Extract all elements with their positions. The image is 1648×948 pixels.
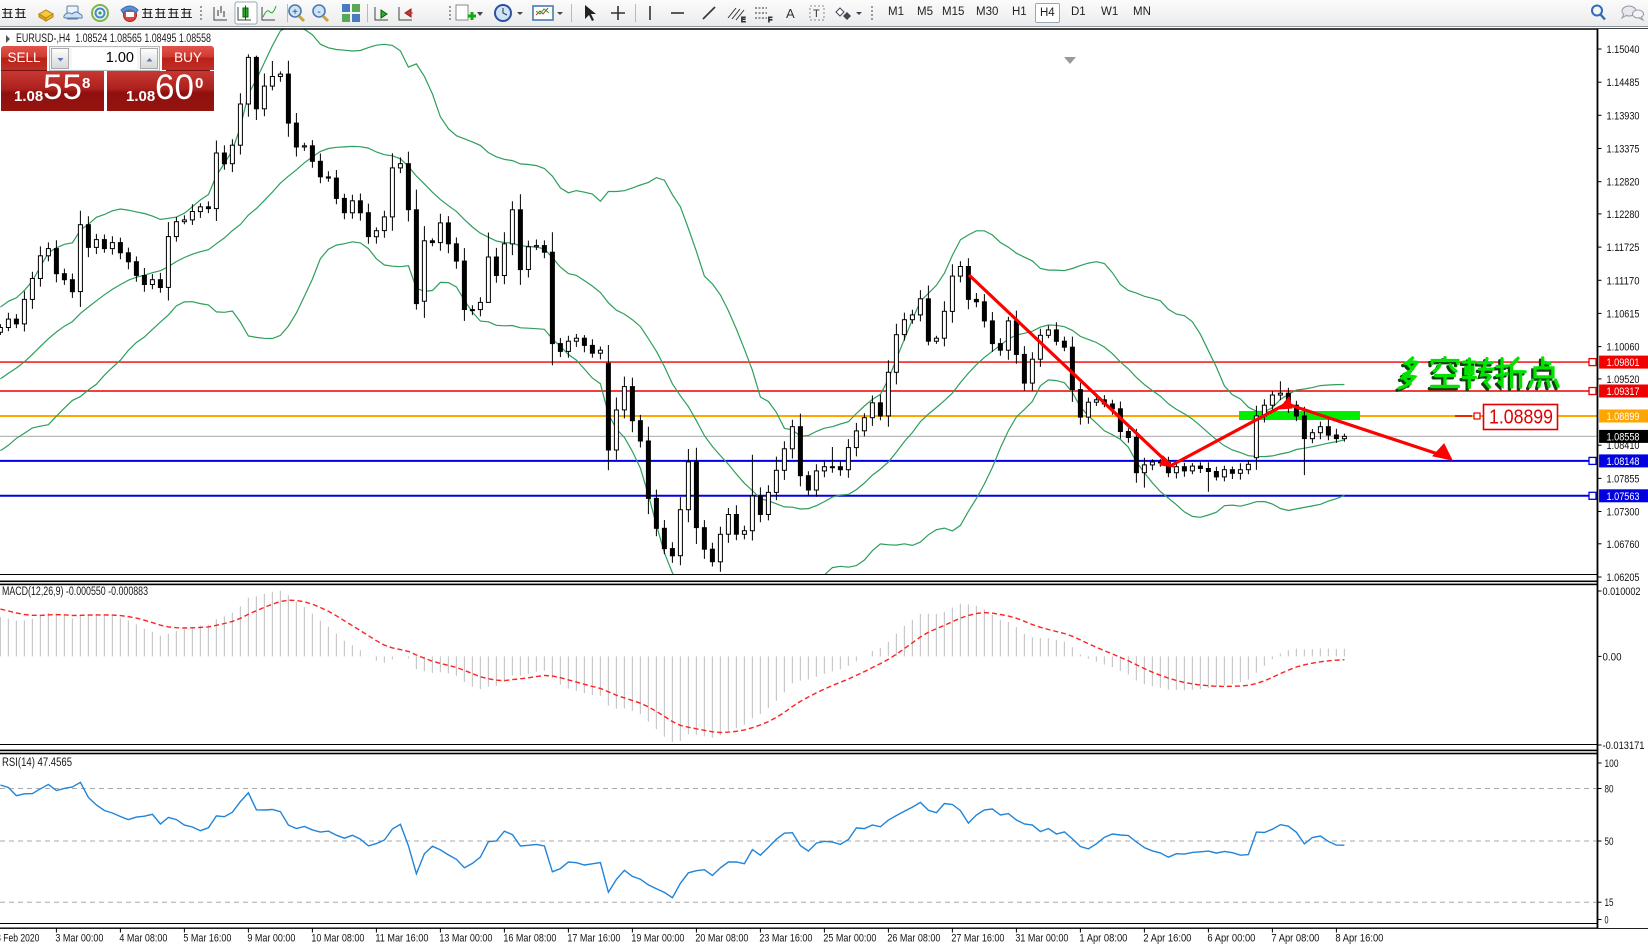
svg-text:1.07563: 1.07563 — [1607, 491, 1640, 503]
svg-text:1.12820: 1.12820 — [1607, 177, 1640, 189]
svg-text:23 Mar 16:00: 23 Mar 16:00 — [759, 933, 812, 945]
svg-text:10 Mar 08:00: 10 Mar 08:00 — [311, 933, 364, 945]
svg-text:1.11170: 1.11170 — [1607, 275, 1640, 287]
svg-text:50: 50 — [1605, 836, 1614, 848]
svg-text:20 Mar 08:00: 20 Mar 08:00 — [695, 933, 748, 945]
svg-text:1.06205: 1.06205 — [1607, 572, 1640, 584]
svg-text:26 Mar 08:00: 26 Mar 08:00 — [887, 933, 940, 945]
svg-text:25 Mar 00:00: 25 Mar 00:00 — [823, 933, 876, 945]
svg-text:1.08899: 1.08899 — [1489, 406, 1553, 429]
svg-text:-0.013171: -0.013171 — [1603, 740, 1645, 752]
svg-text:1.08899: 1.08899 — [1607, 411, 1640, 423]
svg-text:2 Apr 16:00: 2 Apr 16:00 — [1143, 933, 1191, 945]
svg-text:MACD(12,26,9) -0.000550 -0.000: MACD(12,26,9) -0.000550 -0.000883 — [2, 586, 148, 598]
svg-text:1 Apr 08:00: 1 Apr 08:00 — [1079, 933, 1127, 945]
svg-text:F: F — [768, 17, 772, 24]
svg-text:9 Mar 00:00: 9 Mar 00:00 — [247, 933, 295, 945]
svg-text:1.09801: 1.09801 — [1607, 357, 1640, 369]
svg-text:1.11725: 1.11725 — [1607, 242, 1640, 254]
svg-text:1.14485: 1.14485 — [1607, 77, 1640, 89]
svg-text:28 Feb 2020: 28 Feb 2020 — [0, 933, 39, 945]
svg-text:1.07300: 1.07300 — [1607, 507, 1640, 519]
svg-text:4 Mar 08:00: 4 Mar 08:00 — [119, 933, 167, 945]
svg-text:A: A — [786, 6, 795, 21]
svg-text:1.09317: 1.09317 — [1607, 386, 1640, 398]
svg-text:1.08558: 1.08558 — [1607, 431, 1640, 443]
svg-text:1.08148: 1.08148 — [1607, 456, 1640, 468]
svg-text:1.07855: 1.07855 — [1607, 473, 1640, 485]
svg-text:0: 0 — [1605, 915, 1609, 927]
svg-text:1.15040: 1.15040 — [1607, 44, 1640, 56]
svg-text:7 Apr 08:00: 7 Apr 08:00 — [1271, 933, 1319, 945]
svg-text:1.12280: 1.12280 — [1607, 209, 1640, 221]
svg-text:8 Apr 16:00: 8 Apr 16:00 — [1335, 933, 1383, 945]
svg-text:100: 100 — [1605, 758, 1619, 770]
svg-text:16 Mar 08:00: 16 Mar 08:00 — [503, 933, 556, 945]
svg-text:1.08410: 1.08410 — [1607, 440, 1640, 452]
svg-text:EURUSD-,H4 1.08524 1.08565 1.: EURUSD-,H4 1.08524 1.08565 1.08495 1.085… — [16, 33, 211, 45]
svg-text:E: E — [741, 17, 746, 24]
svg-text:13 Mar 00:00: 13 Mar 00:00 — [439, 933, 492, 945]
svg-text:5 Mar 16:00: 5 Mar 16:00 — [183, 933, 231, 945]
svg-text:17 Mar 16:00: 17 Mar 16:00 — [567, 933, 620, 945]
svg-text:27 Mar 16:00: 27 Mar 16:00 — [951, 933, 1004, 945]
svg-text:+: + — [292, 7, 298, 18]
svg-text:80: 80 — [1605, 784, 1614, 796]
svg-text:15: 15 — [1605, 897, 1614, 909]
svg-text:1.13375: 1.13375 — [1607, 144, 1640, 156]
svg-text:T: T — [813, 8, 820, 20]
svg-text:6 Apr 00:00: 6 Apr 00:00 — [1207, 933, 1255, 945]
svg-text:31 Mar 00:00: 31 Mar 00:00 — [1015, 933, 1068, 945]
svg-text:1.10615: 1.10615 — [1607, 308, 1640, 320]
svg-text:0.00: 0.00 — [1603, 651, 1622, 663]
svg-text:-: - — [317, 7, 320, 18]
svg-text:0.010002: 0.010002 — [1603, 586, 1641, 598]
svg-text:RSI(14) 47.4565: RSI(14) 47.4565 — [2, 757, 72, 769]
svg-text:11 Mar 16:00: 11 Mar 16:00 — [375, 933, 428, 945]
svg-text:3 Mar 00:00: 3 Mar 00:00 — [55, 933, 103, 945]
svg-text:1.06760: 1.06760 — [1607, 539, 1640, 551]
svg-text:19 Mar 00:00: 19 Mar 00:00 — [631, 933, 684, 945]
svg-text:1.09520: 1.09520 — [1607, 374, 1640, 386]
svg-text:1.13930: 1.13930 — [1607, 110, 1640, 122]
svg-text:1.10060: 1.10060 — [1607, 342, 1640, 354]
